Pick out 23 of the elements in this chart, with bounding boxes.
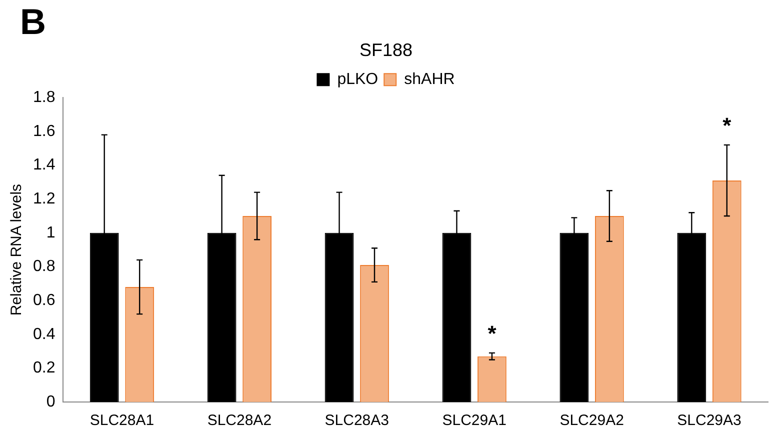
- text: B: [20, 0, 46, 42]
- y-tick-label: 1.6: [32, 122, 56, 140]
- x-tick-label: SLC29A3: [677, 412, 742, 430]
- x-tick-label: SLC28A3: [324, 412, 389, 430]
- y-tick-label: 0.2: [32, 360, 56, 377]
- x-tick-label: SLC29A1: [442, 412, 506, 430]
- x-tick-label: SLC28A1: [90, 412, 154, 430]
- y-tick-label: 1.4: [32, 156, 56, 174]
- y-tick-label: 0.6: [32, 292, 56, 309]
- legend-label: pLKO: [337, 71, 378, 88]
- y-tick-label: 0.4: [32, 326, 56, 343]
- annotation: *: [488, 321, 497, 346]
- y-tick-label: 0: [46, 393, 56, 410]
- y-axis-title: Relative RNA levels: [8, 184, 26, 316]
- annotation: *: [722, 113, 732, 138]
- y-tick-label: 0.8: [32, 258, 56, 276]
- y-tick-label: 1.2: [32, 190, 56, 208]
- chart-title: SF188: [359, 40, 413, 60]
- legend-label: shAHR: [404, 71, 455, 88]
- x-tick-label: SLC28A2: [207, 412, 272, 430]
- y-tick-label: 1: [46, 224, 56, 242]
- x-tick-label: SLC29A2: [560, 412, 624, 430]
- y-tick-label: 1.8: [32, 89, 56, 106]
